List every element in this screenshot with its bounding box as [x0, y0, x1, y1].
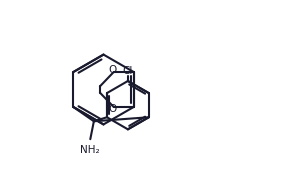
Text: Cl: Cl	[123, 66, 133, 76]
Text: O: O	[109, 65, 117, 75]
Text: NH₂: NH₂	[80, 146, 100, 155]
Text: O: O	[109, 104, 117, 114]
